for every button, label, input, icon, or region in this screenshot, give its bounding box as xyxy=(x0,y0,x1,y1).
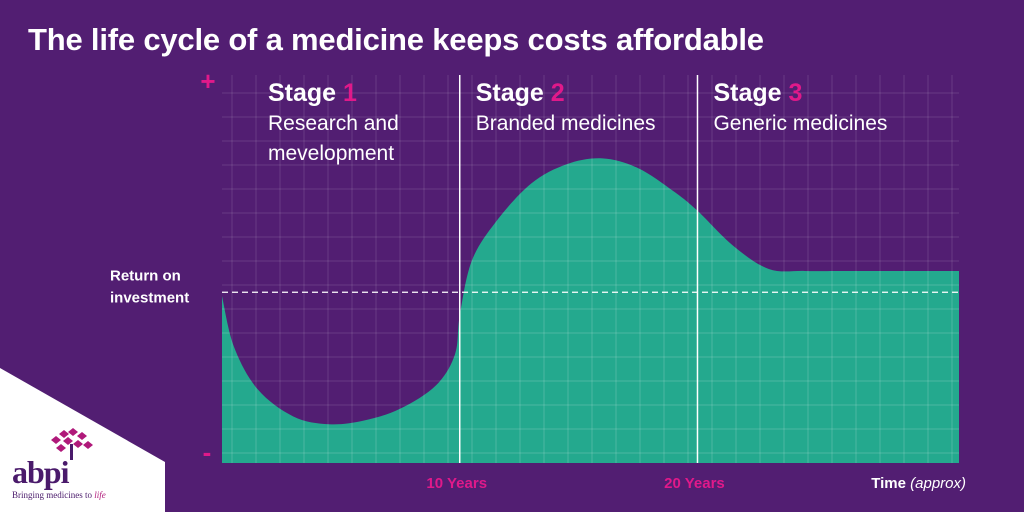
x-axis-label: Time (approx) xyxy=(871,475,966,492)
y-axis-plus-label: + xyxy=(200,66,215,96)
return-on-investment-label-line2: investment xyxy=(110,289,189,306)
x-axis-label-suffix: (approx) xyxy=(910,475,966,492)
logo-tagline: Bringing medicines to life xyxy=(12,490,106,500)
stage-heading-number: 1 xyxy=(343,79,357,107)
stage-description: Generic medicines xyxy=(713,112,887,135)
x-axis-label-main: Time xyxy=(871,475,910,492)
y-axis-minus-label: - xyxy=(203,437,212,467)
tree-icon xyxy=(51,428,93,460)
stage-heading-number: 2 xyxy=(551,79,565,107)
stage-heading-word: Stage xyxy=(268,79,343,107)
stage-description: Branded medicines xyxy=(476,112,656,135)
stage-heading: Stage 2 xyxy=(476,79,565,107)
stage-heading-word: Stage xyxy=(713,79,788,107)
abpi-logo: abpi Bringing medicines to life xyxy=(10,428,140,508)
stage-heading-number: 3 xyxy=(789,79,803,107)
stage-heading: Stage 3 xyxy=(713,79,802,107)
x-tick-label: 10 Years xyxy=(426,475,487,492)
chart-title: The life cycle of a medicine keeps costs… xyxy=(28,22,764,57)
stage-description: mevelopment xyxy=(268,142,394,165)
return-on-investment-label-line1: Return on xyxy=(110,267,181,284)
stage-heading: Stage 1 xyxy=(268,79,357,107)
x-tick-label: 20 Years xyxy=(664,475,725,492)
stage-description: Research and xyxy=(268,112,399,135)
area-series xyxy=(222,158,959,463)
stage-heading-word: Stage xyxy=(476,79,551,107)
logo-wordmark: abpi xyxy=(12,454,69,490)
